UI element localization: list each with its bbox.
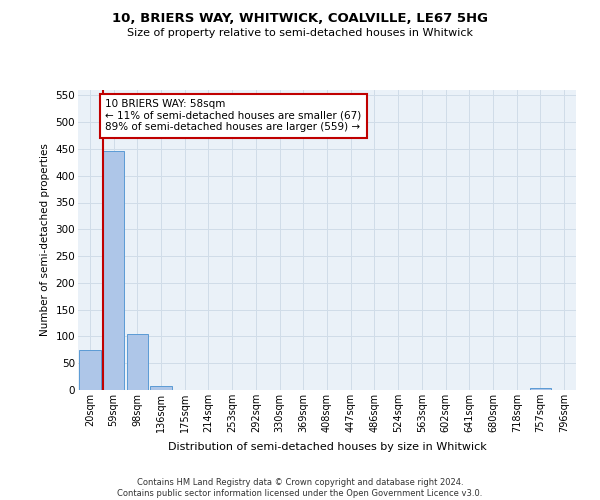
Text: Size of property relative to semi-detached houses in Whitwick: Size of property relative to semi-detach… xyxy=(127,28,473,38)
Text: Contains HM Land Registry data © Crown copyright and database right 2024.
Contai: Contains HM Land Registry data © Crown c… xyxy=(118,478,482,498)
Bar xyxy=(79,350,101,390)
Bar xyxy=(103,150,124,390)
Bar xyxy=(151,386,172,390)
Bar xyxy=(127,334,148,390)
Text: 10, BRIERS WAY, WHITWICK, COALVILLE, LE67 5HG: 10, BRIERS WAY, WHITWICK, COALVILLE, LE6… xyxy=(112,12,488,26)
Bar xyxy=(530,388,551,390)
Y-axis label: Number of semi-detached properties: Number of semi-detached properties xyxy=(40,144,50,336)
Text: Distribution of semi-detached houses by size in Whitwick: Distribution of semi-detached houses by … xyxy=(167,442,487,452)
Text: 10 BRIERS WAY: 58sqm
← 11% of semi-detached houses are smaller (67)
89% of semi-: 10 BRIERS WAY: 58sqm ← 11% of semi-detac… xyxy=(105,99,362,132)
